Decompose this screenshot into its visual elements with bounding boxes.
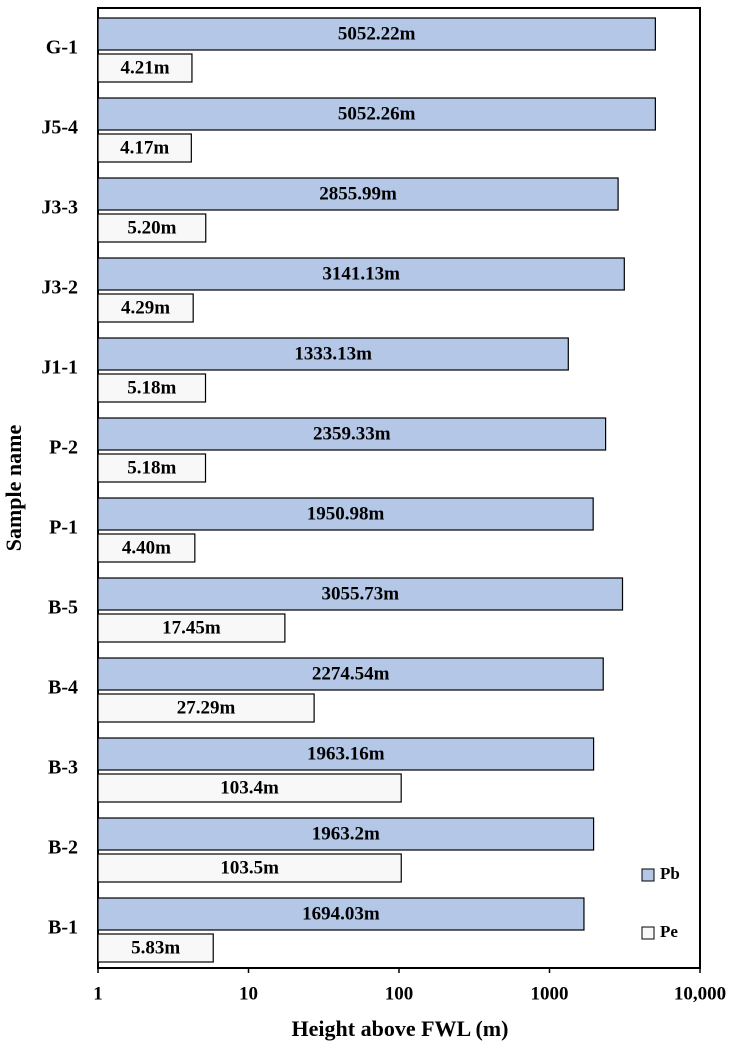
bar	[97, 693, 315, 723]
bar	[97, 213, 207, 243]
bar	[97, 817, 595, 851]
legend-swatch	[641, 926, 655, 940]
legend-label: Pe	[660, 922, 678, 941]
value-label: 5.18m	[127, 457, 176, 478]
y-tick-label: J1-1	[41, 357, 78, 379]
x-tick-label: 100	[385, 983, 414, 1004]
value-label: 103.4m	[220, 777, 279, 798]
value-label: 17.45m	[162, 617, 221, 638]
bar	[97, 533, 196, 563]
value-label: 1950.98m	[307, 503, 385, 524]
value-label: 3055.73m	[321, 583, 399, 604]
bar	[97, 453, 207, 483]
y-axis-label: Sample name	[1, 425, 26, 552]
bar	[97, 133, 192, 163]
bar	[97, 293, 194, 323]
bar	[97, 933, 214, 963]
value-label: 3141.13m	[322, 263, 400, 284]
value-label: 27.29m	[177, 697, 236, 718]
value-label: 4.17m	[120, 137, 169, 158]
y-tick-label: B-3	[48, 757, 78, 779]
value-label: 5052.22m	[338, 23, 416, 44]
bar	[97, 257, 625, 291]
value-label: 5.20m	[127, 217, 176, 238]
y-tick-label: J5-4	[41, 117, 78, 139]
y-tick-label: G-1	[46, 37, 78, 59]
y-tick-label: P-2	[49, 437, 78, 459]
bar	[97, 737, 595, 771]
value-label: 5.83m	[131, 937, 180, 958]
y-tick-label: B-5	[48, 597, 78, 619]
bar	[97, 657, 604, 691]
bar	[97, 613, 286, 643]
y-tick-label: B-1	[48, 917, 78, 939]
bar	[97, 417, 607, 451]
bar	[97, 577, 624, 611]
bar	[97, 17, 656, 51]
y-tick-label: B-4	[48, 677, 78, 699]
value-label: 4.40m	[122, 537, 171, 558]
value-label: 103.5m	[220, 857, 279, 878]
value-label: 2359.33m	[313, 423, 391, 444]
value-label: 5052.26m	[338, 103, 416, 124]
bar	[97, 97, 656, 131]
value-label: 1963.2m	[312, 823, 380, 844]
value-label: 2274.54m	[312, 663, 390, 684]
bar	[97, 53, 193, 83]
y-tick-label: J3-2	[41, 277, 78, 299]
value-label: 2855.99m	[319, 183, 397, 204]
bar	[97, 773, 402, 803]
value-label: 4.21m	[120, 57, 169, 78]
x-tick-label: 1	[93, 983, 103, 1004]
value-label: 1694.03m	[302, 903, 380, 924]
x-tick-label: 1000	[531, 983, 569, 1004]
bar	[97, 897, 585, 931]
y-tick-label: J3-3	[41, 197, 78, 219]
y-tick-label: P-1	[49, 517, 78, 539]
value-label: 4.29m	[121, 297, 170, 318]
legend-swatch	[641, 868, 655, 882]
y-tick-label: B-2	[48, 837, 78, 859]
legend-label: Pb	[660, 864, 680, 883]
bar	[97, 853, 402, 883]
x-axis-label: Height above FWL (m)	[292, 1016, 509, 1041]
bar	[97, 373, 207, 403]
x-tick-label: 10	[239, 983, 258, 1004]
value-label: 1963.16m	[307, 743, 385, 764]
bar	[97, 497, 594, 531]
x-tick-label: 10,000	[674, 983, 726, 1004]
bar	[97, 177, 619, 211]
value-label: 1333.13m	[294, 343, 372, 364]
bar	[97, 337, 569, 371]
value-label: 5.18m	[127, 377, 176, 398]
